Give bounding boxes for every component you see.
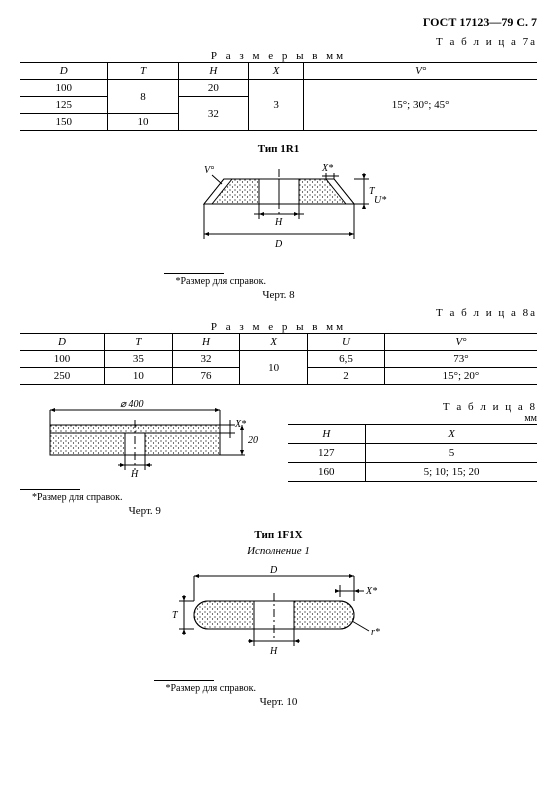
- cell: 5: [366, 444, 537, 463]
- th-T: T: [108, 63, 178, 80]
- cell: 127: [288, 444, 366, 463]
- cell: 100: [20, 80, 108, 97]
- cell: 125: [20, 97, 108, 114]
- footnote-rule: [20, 489, 80, 490]
- label-D: D: [269, 565, 278, 576]
- cell: 2: [307, 368, 384, 385]
- cell: 20: [178, 80, 248, 97]
- cell: 10: [240, 351, 308, 385]
- table-header-row: D T H X V°: [20, 63, 537, 80]
- fig9-diagram: ⌀ 400 X* 20 H: [30, 395, 260, 485]
- table-row: 160 5; 10; 15; 20: [288, 463, 538, 482]
- table8-block: Т а б л и ц а 8 мм H X 127 5 160 5; 10; …: [288, 395, 538, 482]
- cell: 150: [20, 114, 108, 131]
- fig10-type-label: Тип 1F1X: [20, 529, 537, 541]
- cell: 8: [108, 80, 178, 114]
- label-diam: ⌀ 400: [120, 399, 144, 410]
- fig10-block: Тип 1F1X Исполнение 1 D X* r*: [20, 529, 537, 708]
- label-X: X*: [234, 419, 246, 430]
- th-V: V°: [304, 63, 537, 80]
- footnote-rule: [164, 273, 224, 274]
- table8a: D T H X U V° 100 35 32 10 6,5 73° 250 10…: [20, 333, 537, 385]
- label-T: T: [172, 610, 179, 621]
- cell: 5; 10; 15; 20: [366, 463, 537, 482]
- cell: 15°; 20°: [384, 368, 537, 385]
- th: U: [307, 334, 384, 351]
- fig8-footnote: *Размер для справок.: [164, 276, 394, 287]
- cell: 100: [20, 351, 105, 368]
- cell: 6,5: [307, 351, 384, 368]
- th-X: X: [249, 63, 304, 80]
- cell: 32: [172, 351, 240, 368]
- th: T: [105, 334, 173, 351]
- label-D: D: [274, 239, 283, 250]
- fig10-caption: Черт. 10: [20, 696, 537, 708]
- table8-label: Т а б л и ц а 8: [288, 401, 538, 413]
- label-H: H: [274, 217, 283, 228]
- table-header-row: H X: [288, 425, 538, 444]
- th-D: D: [20, 63, 108, 80]
- cell: 35: [105, 351, 173, 368]
- cell: 76: [172, 368, 240, 385]
- fig9-footnote: *Размер для справок.: [20, 492, 270, 503]
- fig10-diagram: D X* r* T H: [154, 561, 404, 676]
- cell: 10: [105, 368, 173, 385]
- cell: 250: [20, 368, 105, 385]
- cell: 3: [249, 80, 304, 131]
- table7a-label: Т а б л и ц а 7а: [20, 36, 537, 48]
- cell: 32: [178, 97, 248, 131]
- cell: 73°: [384, 351, 537, 368]
- table-row: 127 5: [288, 444, 538, 463]
- fig8-caption: Черт. 8: [20, 289, 537, 301]
- th: V°: [384, 334, 537, 351]
- table8a-label: Т а б л и ц а 8а: [20, 307, 537, 319]
- fig9-and-table8: ⌀ 400 X* 20 H *Размер для сп: [20, 395, 537, 517]
- doc-header: ГОСТ 17123—79 С. 7: [20, 15, 537, 30]
- th-H: H: [178, 63, 248, 80]
- th: D: [20, 334, 105, 351]
- th: H: [172, 334, 240, 351]
- fig8-diagram: V° X* T U* H D: [164, 159, 394, 269]
- table7a: D T H X V° 100 8 20 3 15°; 30°; 45° 125 …: [20, 62, 537, 131]
- fig9-caption: Черт. 9: [20, 505, 270, 517]
- table8-unit: мм: [288, 413, 538, 424]
- label-U: U*: [374, 195, 386, 206]
- label-X: X*: [321, 163, 333, 174]
- table-header-row: D T H X U V°: [20, 334, 537, 351]
- table8a-dim-title: Р а з м е р ы в мм: [20, 321, 537, 333]
- cell: 15°; 30°; 45°: [304, 80, 537, 131]
- label-X: X*: [365, 586, 377, 597]
- label-H: H: [269, 646, 278, 657]
- table-row: 100 8 20 3 15°; 30°; 45°: [20, 80, 537, 97]
- label-V: V°: [204, 165, 214, 176]
- fig8-block: Тип 1R1 V° X* T U*: [20, 143, 537, 301]
- label-r: r*: [371, 627, 380, 638]
- fig8-type-label: Тип 1R1: [20, 143, 537, 155]
- table-row: 100 35 32 10 6,5 73°: [20, 351, 537, 368]
- fig9-block: ⌀ 400 X* 20 H *Размер для сп: [20, 395, 270, 517]
- table7a-dim-title: Р а з м е р ы в мм: [20, 50, 537, 62]
- th: X: [366, 425, 537, 444]
- fig10-execution: Исполнение 1: [20, 545, 537, 557]
- footnote-rule: [154, 680, 214, 681]
- cell: 10: [108, 114, 178, 131]
- table8: H X 127 5 160 5; 10; 15; 20: [288, 424, 538, 482]
- fig10-footnote: *Размер для справок.: [154, 683, 404, 694]
- label-H: H: [130, 469, 139, 480]
- cell: 160: [288, 463, 366, 482]
- th: X: [240, 334, 308, 351]
- th: H: [288, 425, 366, 444]
- label-20: 20: [248, 435, 258, 446]
